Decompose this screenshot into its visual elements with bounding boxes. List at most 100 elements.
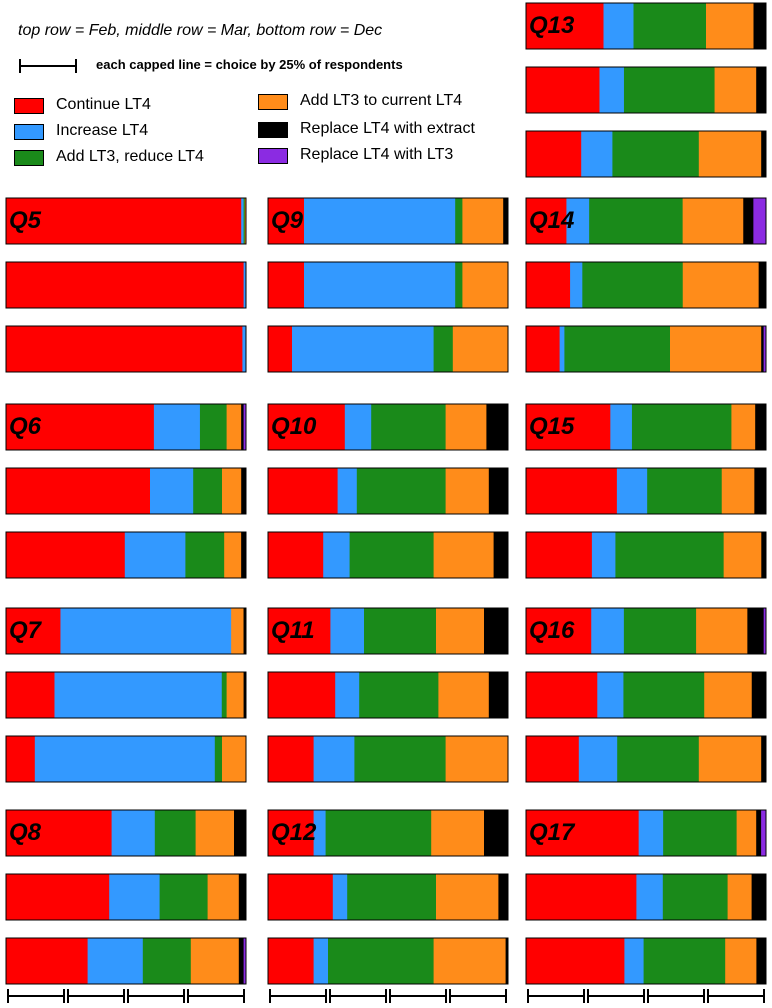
q6-dec-continue-lt4-segment <box>6 532 126 578</box>
q12-dec-increase-lt4-segment <box>313 938 329 984</box>
q12-mar-bar-outline <box>267 873 509 921</box>
q14-mar-replace-lt4-with-extract-segment <box>758 262 767 308</box>
q6-mar-replace-lt4-with-extract-segment <box>241 468 247 514</box>
q8-mar-add-lt3-to-current-lt4-segment <box>207 874 240 920</box>
scale-note: each capped line = choice by 25% of resp… <box>96 57 403 72</box>
q11-feb-increase-lt4-segment <box>330 608 365 654</box>
q6-label: Q6 <box>9 413 42 440</box>
q5-dec-continue-lt4-segment <box>6 326 243 372</box>
legend-swatch-increase-lt4 <box>14 124 44 140</box>
q8-mar-replace-lt4-with-extract-segment <box>238 874 247 920</box>
q12-mar-add-lt3-reduce-lt4-segment <box>347 874 437 920</box>
q10-feb-add-lt3-reduce-lt4-segment <box>371 404 446 450</box>
q5-feb-continue-lt4-segment <box>6 198 242 244</box>
q13-mar-add-lt3-to-current-lt4-segment <box>714 67 757 113</box>
q6-feb-replace-lt4-with-lt3-segment <box>243 404 247 450</box>
q9-mar-increase-lt4-segment <box>304 262 456 308</box>
q17-feb-replace-lt4-with-extract-segment <box>756 810 762 856</box>
q13-feb-add-lt3-to-current-lt4-segment <box>706 3 754 49</box>
q15-dec-add-lt3-reduce-lt4-segment <box>615 532 725 578</box>
q9-dec-bar-outline <box>267 325 509 373</box>
q16-mar-increase-lt4-segment <box>597 672 624 718</box>
q17-feb-continue-lt4-segment <box>526 810 640 856</box>
q13-label: Q13 <box>529 12 575 39</box>
q15-feb-add-lt3-to-current-lt4-segment <box>731 404 756 450</box>
q12-feb-bar-outline <box>267 809 509 857</box>
q8-mar-continue-lt4-segment <box>6 874 110 920</box>
q14-feb-continue-lt4-segment <box>526 198 567 244</box>
q7-mar-add-lt3-to-current-lt4-segment <box>226 672 244 718</box>
q8-mar-increase-lt4-segment <box>109 874 160 920</box>
q5-feb-increase-lt4-segment <box>241 198 244 244</box>
q10-feb-add-lt3-to-current-lt4-segment <box>445 404 487 450</box>
q10-dec-continue-lt4-segment <box>268 532 324 578</box>
q6-feb-continue-lt4-segment <box>6 404 155 450</box>
q9-feb-replace-lt4-with-extract-segment <box>503 198 509 244</box>
q15-mar-increase-lt4-segment <box>616 468 648 514</box>
q7-dec-add-lt3-reduce-lt4-segment <box>214 736 223 782</box>
q17-mar-add-lt3-reduce-lt4-segment <box>662 874 728 920</box>
q17-feb-replace-lt4-with-lt3-segment <box>761 810 767 856</box>
q15-mar-add-lt3-to-current-lt4-segment <box>721 468 755 514</box>
legend-swatch-add-lt3-reduce-lt4 <box>14 150 44 166</box>
q15-dec-continue-lt4-segment <box>526 532 593 578</box>
legend-label-continue-lt4: Continue LT4 <box>56 96 151 113</box>
q14-dec-increase-lt4-segment <box>559 326 565 372</box>
q6-mar-increase-lt4-segment <box>150 468 194 514</box>
q12-feb-replace-lt4-with-extract-segment <box>484 810 509 856</box>
q16-feb-continue-lt4-segment <box>526 608 592 654</box>
q14-dec-add-lt3-reduce-lt4-segment <box>564 326 671 372</box>
q16-feb-replace-lt4-with-extract-segment <box>747 608 765 654</box>
q12-feb-add-lt3-to-current-lt4-segment <box>431 810 485 856</box>
q13-dec-replace-lt4-with-extract-segment <box>761 131 767 177</box>
q10-dec-add-lt3-reduce-lt4-segment <box>349 532 434 578</box>
q16-mar-replace-lt4-with-extract-segment <box>751 672 767 718</box>
q11-mar-increase-lt4-segment <box>335 672 360 718</box>
q7-mar-add-lt3-reduce-lt4-segment <box>221 672 228 718</box>
q8-mar-bar-outline <box>5 873 247 921</box>
q13-mar-continue-lt4-segment <box>526 67 600 113</box>
q14-mar-add-lt3-reduce-lt4-segment <box>582 262 684 308</box>
legend-label-replace-lt4-with-extract: Replace LT4 with extract <box>300 120 475 137</box>
legend-swatch-continue-lt4 <box>14 98 44 114</box>
q14-mar-continue-lt4-segment <box>526 262 571 308</box>
q17-dec-bar-outline <box>525 937 767 985</box>
q12-mar-increase-lt4-segment <box>332 874 348 920</box>
q10-mar-increase-lt4-segment <box>337 468 358 514</box>
q14-mar-bar-outline <box>525 261 767 309</box>
q14-dec-add-lt3-to-current-lt4-segment <box>670 326 762 372</box>
q15-mar-continue-lt4-segment <box>526 468 618 514</box>
q10-mar-add-lt3-to-current-lt4-segment <box>445 468 490 514</box>
q12-mar-continue-lt4-segment <box>268 874 334 920</box>
q11-dec-continue-lt4-segment <box>268 736 314 782</box>
q8-dec-bar-outline <box>5 937 247 985</box>
q7-feb-continue-lt4-segment <box>6 608 61 654</box>
q15-dec-add-lt3-to-current-lt4-segment <box>723 532 762 578</box>
q16-feb-increase-lt4-segment <box>591 608 625 654</box>
q7-mar-replace-lt4-with-extract-segment <box>243 672 247 718</box>
q15-dec-increase-lt4-segment <box>591 532 616 578</box>
legend-swatch-replace-lt4-with-lt3 <box>258 148 288 164</box>
q8-dec-add-lt3-reduce-lt4-segment <box>142 938 192 984</box>
q7-feb-bar-outline <box>5 607 247 655</box>
q6-feb-replace-lt4-with-extract-segment <box>241 404 244 450</box>
q11-dec-add-lt3-to-current-lt4-segment <box>445 736 509 782</box>
q11-mar-replace-lt4-with-extract-segment <box>488 672 509 718</box>
q17-dec-add-lt3-reduce-lt4-segment <box>643 938 726 984</box>
q6-dec-replace-lt4-with-extract-segment <box>241 532 247 578</box>
q6-mar-continue-lt4-segment <box>6 468 151 514</box>
q14-feb-bar-outline <box>525 197 767 245</box>
q13-feb-increase-lt4-segment <box>603 3 634 49</box>
q16-mar-continue-lt4-segment <box>526 672 598 718</box>
q7-mar-increase-lt4-segment <box>54 672 223 718</box>
q12-dec-add-lt3-to-current-lt4-segment <box>433 938 506 984</box>
q10-dec-replace-lt4-with-extract-segment <box>493 532 509 578</box>
q10-feb-increase-lt4-segment <box>344 404 372 450</box>
q17-feb-add-lt3-reduce-lt4-segment <box>663 810 738 856</box>
q16-feb-replace-lt4-with-lt3-segment <box>763 608 767 654</box>
q15-dec-bar-outline <box>525 531 767 579</box>
q10-dec-increase-lt4-segment <box>323 532 350 578</box>
q17-mar-continue-lt4-segment <box>526 874 637 920</box>
q13-dec-bar-outline <box>525 130 767 178</box>
legend-label-increase-lt4: Increase LT4 <box>56 122 149 139</box>
